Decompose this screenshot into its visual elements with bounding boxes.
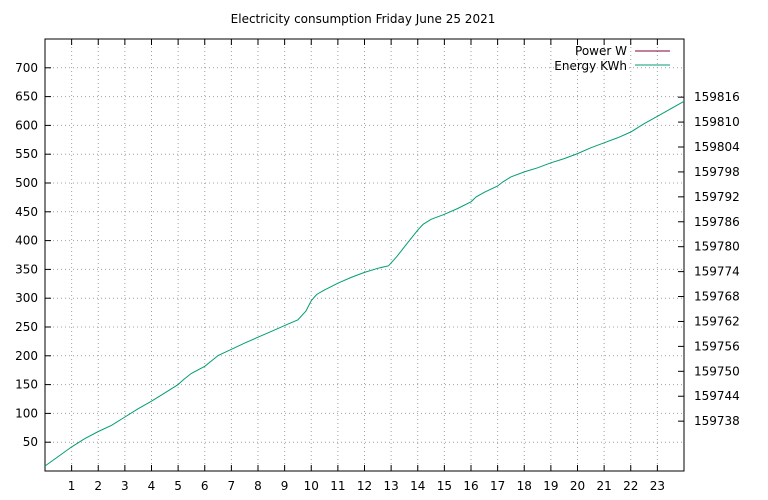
- x-tick-label: 19: [543, 479, 558, 493]
- y-tick-label: 50: [23, 435, 38, 449]
- legend-label-energy: Energy KWh: [554, 59, 627, 73]
- y2-tick-label: 159798: [694, 165, 740, 179]
- x-tick-label: 7: [228, 479, 236, 493]
- series-line-energy-kwh: [44, 100, 685, 467]
- y-tick-label: 200: [15, 349, 38, 363]
- y-tick-label: 400: [15, 234, 38, 248]
- y-tick-label: 500: [15, 176, 38, 190]
- grid-layer: [45, 39, 684, 471]
- y-tick-label: 150: [15, 378, 38, 392]
- x-tick-label: 6: [201, 479, 209, 493]
- y2-tick-label: 159738: [694, 414, 740, 428]
- series-layer: [44, 100, 685, 467]
- y-tick-label: 450: [15, 205, 38, 219]
- chart-title: Electricity consumption Friday June 25 2…: [231, 12, 496, 26]
- x-tick-label: 22: [623, 479, 638, 493]
- y2-tick-label: 159750: [694, 364, 740, 378]
- y2-tick-label: 159756: [694, 339, 740, 353]
- y2-tick-label: 159744: [694, 389, 740, 403]
- y-tick-label: 700: [15, 61, 38, 75]
- y-tick-label: 650: [15, 90, 38, 104]
- x-tick-label: 2: [94, 479, 102, 493]
- y2-tick-label: 159804: [694, 140, 740, 154]
- labels-layer: 1 2 3 4 5 6 7 8 9 10 11 12 13 14 15 16 17 18 19 20 21 22 23501…: [15, 61, 740, 493]
- y2-tick-label: 159774: [694, 265, 740, 279]
- y2-tick-label: 159816: [694, 90, 740, 104]
- y-tick-label: 550: [15, 147, 38, 161]
- x-tick-label: 15: [437, 479, 452, 493]
- y2-tick-label: 159768: [694, 290, 740, 304]
- x-tick-label: 1: [68, 479, 76, 493]
- y-tick-label: 350: [15, 262, 38, 276]
- y-tick-label: 100: [15, 406, 38, 420]
- y2-tick-label: 159810: [694, 115, 740, 129]
- y-tick-label: 300: [15, 291, 38, 305]
- x-tick-label: 23: [650, 479, 665, 493]
- y-tick-label: 250: [15, 320, 38, 334]
- x-tick-label: 11: [330, 479, 345, 493]
- x-tick-label: 16: [463, 479, 478, 493]
- x-tick-label: 5: [174, 479, 182, 493]
- legend-label-power: Power W: [575, 44, 627, 58]
- y2-tick-label: 159780: [694, 240, 740, 254]
- x-tick-label: 17: [490, 479, 505, 493]
- x-tick-label: 20: [570, 479, 585, 493]
- x-tick-label: 10: [304, 479, 319, 493]
- x-tick-label: 13: [383, 479, 398, 493]
- x-tick-label: 14: [410, 479, 425, 493]
- x-tick-label: 4: [148, 479, 156, 493]
- x-tick-label: 3: [121, 479, 129, 493]
- x-tick-label: 21: [596, 479, 611, 493]
- y-tick-label: 600: [15, 118, 38, 132]
- ticks-layer: [45, 39, 684, 471]
- x-tick-label: 9: [281, 479, 289, 493]
- x-tick-label: 8: [254, 479, 262, 493]
- y2-tick-label: 159786: [694, 215, 740, 229]
- x-tick-label: 18: [517, 479, 532, 493]
- y2-tick-label: 159762: [694, 314, 740, 328]
- x-tick-label: 12: [357, 479, 372, 493]
- legend: Power W Energy KWh: [554, 44, 670, 73]
- y2-tick-label: 159792: [694, 190, 740, 204]
